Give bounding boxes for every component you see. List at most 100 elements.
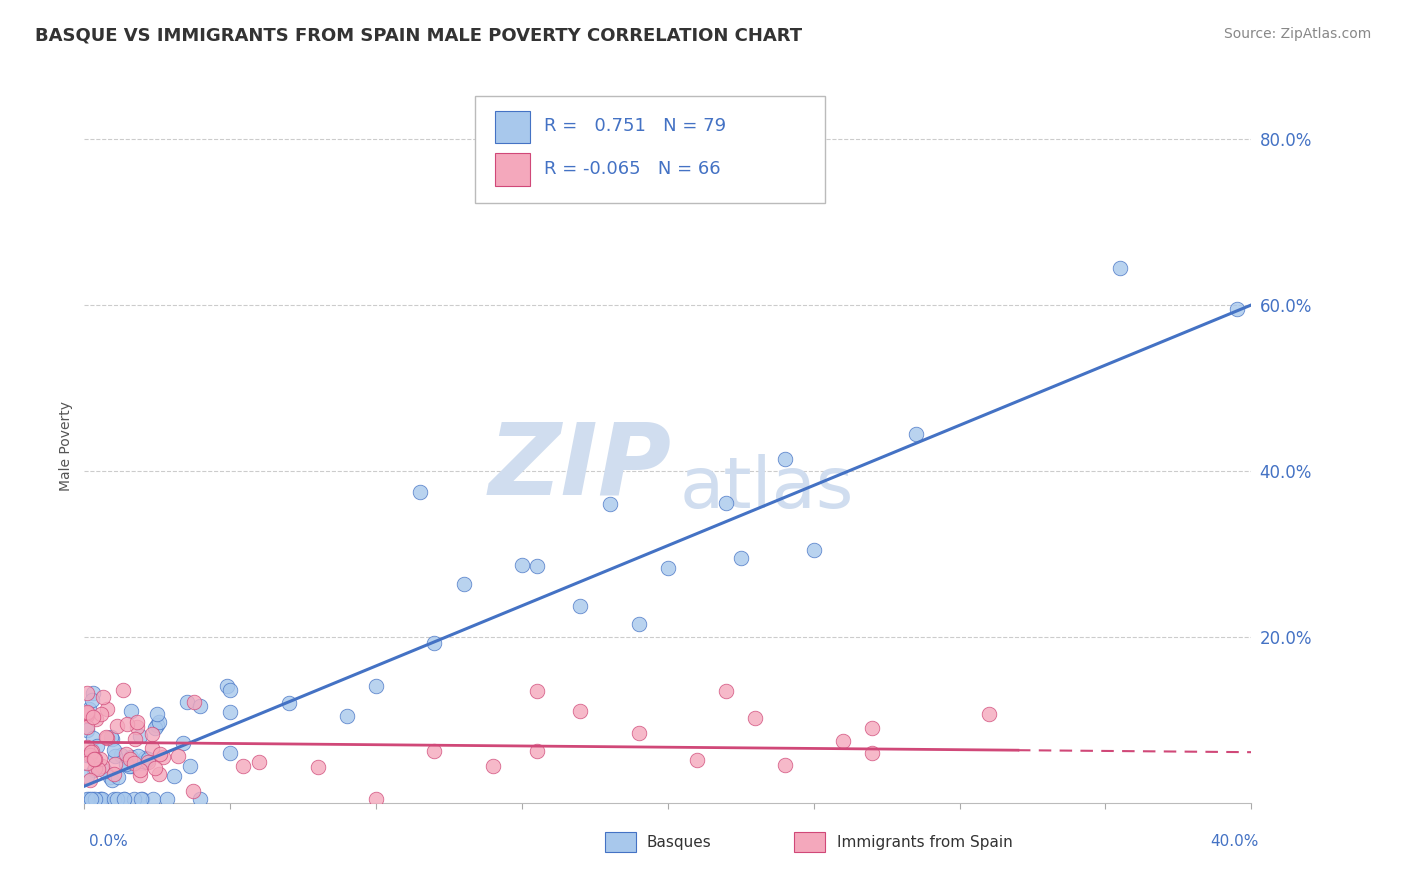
Point [627,725,650,739]
Point [79,772,101,787]
Point [125,715,148,730]
Point [103,791,125,805]
Point [100,731,122,745]
Point [124,731,146,746]
Point [179,759,201,773]
Point [86,739,108,753]
Point [131,791,153,805]
Point [599,497,621,511]
Point [86,762,108,776]
Point [104,757,127,772]
Point [219,706,242,720]
Text: 40.0%: 40.0% [1211,834,1258,849]
Point [82,791,104,805]
Point [79,747,101,762]
Point [76,740,98,755]
Point [112,791,135,805]
Point [1226,302,1249,317]
Point [120,704,142,718]
Point [141,741,163,756]
Point [82,709,104,723]
Point [128,768,150,782]
Point [215,679,238,693]
Text: 0.0%: 0.0% [89,834,128,849]
Point [183,695,205,709]
Point [112,682,135,697]
Point [105,719,128,733]
Text: R = -0.065   N = 66: R = -0.065 N = 66 [544,161,721,178]
Point [146,707,169,722]
Text: R =   0.751   N = 79: R = 0.751 N = 79 [544,118,727,136]
Point [89,752,111,766]
Point [84,752,107,766]
Point [142,791,165,805]
Point [114,747,136,761]
Point [148,747,170,762]
FancyBboxPatch shape [495,111,530,143]
Point [423,743,446,757]
Text: atlas: atlas [681,454,855,524]
Point [714,683,737,698]
Point [188,698,211,713]
Point [76,769,98,783]
Point [82,692,104,706]
Text: Immigrants from Spain: Immigrants from Spain [837,835,1012,849]
Point [98,770,121,784]
Point [526,559,548,574]
Point [76,756,98,770]
Point [167,748,190,763]
Point [138,751,160,765]
Point [526,743,548,757]
Point [82,731,104,746]
Point [76,723,98,737]
Point [76,686,98,700]
Point [84,712,107,726]
Point [481,758,505,772]
Point [84,761,107,775]
Point [143,761,166,775]
Point [76,720,98,734]
Point [860,721,883,735]
Point [832,733,855,747]
Point [686,754,709,768]
Point [101,732,124,747]
Point [277,696,299,710]
Point [115,717,138,731]
Point [77,701,100,715]
Point [120,749,142,764]
Point [134,755,156,769]
Point [336,709,359,723]
Point [76,707,98,722]
Point [904,426,927,441]
Point [128,764,150,778]
Point [172,736,194,750]
Point [510,558,533,572]
Point [141,727,163,741]
Point [84,791,107,805]
Point [569,704,592,718]
Point [219,683,242,698]
Text: Source: ZipAtlas.com: Source: ZipAtlas.com [1223,27,1371,41]
Point [122,791,145,805]
Point [127,720,149,734]
Point [128,729,150,743]
Point [114,757,136,772]
Point [773,451,796,466]
Point [110,748,132,763]
Point [307,759,329,773]
Point [90,791,112,805]
Point [219,746,242,760]
Point [76,706,98,720]
Point [526,683,548,698]
Point [181,784,204,798]
Point [91,690,114,704]
Point [131,791,153,805]
Point [90,707,112,722]
Point [744,711,766,725]
Point [112,791,135,805]
Point [76,707,98,722]
Point [129,756,152,771]
Point [423,636,446,650]
Point [101,773,124,788]
Point [89,791,111,805]
